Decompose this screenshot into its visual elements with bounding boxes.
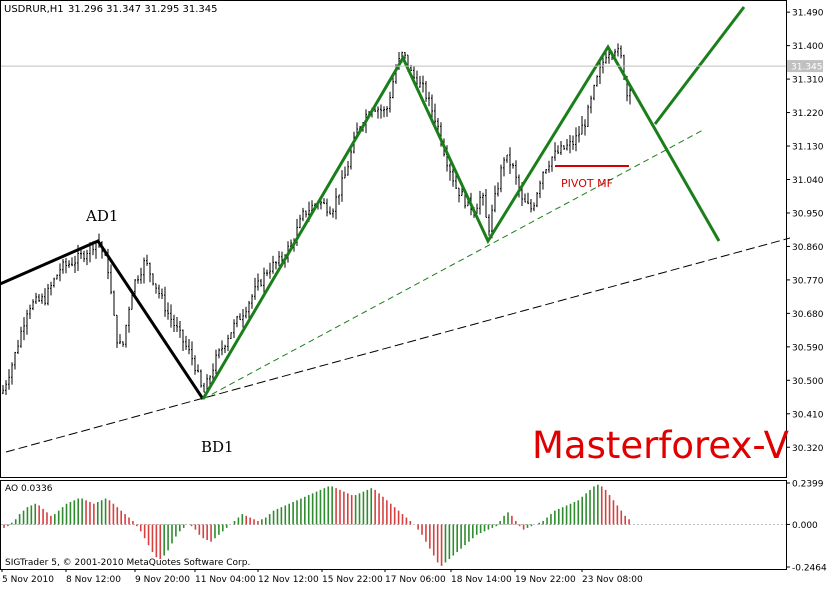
bd1-label: BD1 (201, 438, 234, 456)
price-tick-label: 31.490 (792, 9, 824, 19)
price-tick-label: 30.590 (792, 343, 824, 353)
time-tick-label: 12 Nov 12:00 (258, 575, 319, 585)
ad1-label: AD1 (85, 207, 118, 225)
price-tick-label: 31.040 (792, 176, 824, 186)
current-price-tag (787, 60, 823, 73)
copyright-text: SIGTrader 5, © 2001-2010 MetaQuotes Soft… (5, 558, 250, 568)
ao-tick-label: 0.2399 (792, 480, 824, 490)
ohlc-values: 31.296 31.347 31.295 31.345 (68, 4, 218, 15)
price-tick-label: 30.770 (792, 276, 824, 286)
price-tick-label: 30.320 (792, 444, 824, 454)
time-tick-label: 9 Nov 20:00 (135, 575, 190, 585)
ao-title: AO 0.0336 (5, 484, 53, 494)
ao-tick-label: 0.000 (792, 521, 818, 531)
price-tick-label: 30.500 (792, 377, 824, 387)
time-tick-label: 18 Nov 14:00 (451, 575, 512, 585)
indicator-panel-frame (0, 480, 787, 570)
price-tick-label: 30.860 (792, 243, 824, 253)
time-tick-label: 5 Nov 2010 (2, 575, 54, 585)
time-tick-label: 23 Nov 08:00 (582, 575, 643, 585)
projection-up-line (653, 6, 746, 125)
price-tick-label: 30.950 (792, 209, 824, 219)
masterforex-watermark: Masterforex-V (532, 424, 789, 467)
time-tick-label: 11 Nov 04:00 (195, 575, 256, 585)
price-tick-label: 31.400 (792, 42, 824, 52)
price-candles (2, 43, 631, 395)
pivot-label: PIVOT MF (561, 177, 613, 190)
zigzag-black-ad1-bd1 (0, 239, 205, 400)
long-trendline-dashed (5, 237, 791, 453)
price-tick-label: 30.410 (792, 410, 824, 420)
price-tick-label: 31.130 (792, 143, 824, 153)
price-tick-label: 31.220 (792, 109, 824, 119)
zigzag-green (201, 44, 721, 400)
time-tick-label: 19 Nov 22:00 (515, 575, 576, 585)
green-trendline-dashed (202, 129, 704, 400)
ao-tick-label: -0.2464 (792, 564, 827, 574)
time-tick-label: 17 Nov 06:00 (385, 575, 446, 585)
time-tick-label: 8 Nov 12:00 (66, 575, 121, 585)
price-tick-label: 31.310 (792, 76, 824, 86)
symbol-label: USDRUR,H1 (4, 4, 64, 15)
current-price-label: 31.345 (791, 63, 823, 73)
time-tick-label: 15 Nov 22:00 (322, 575, 383, 585)
price-tick-label: 30.680 (792, 310, 824, 320)
